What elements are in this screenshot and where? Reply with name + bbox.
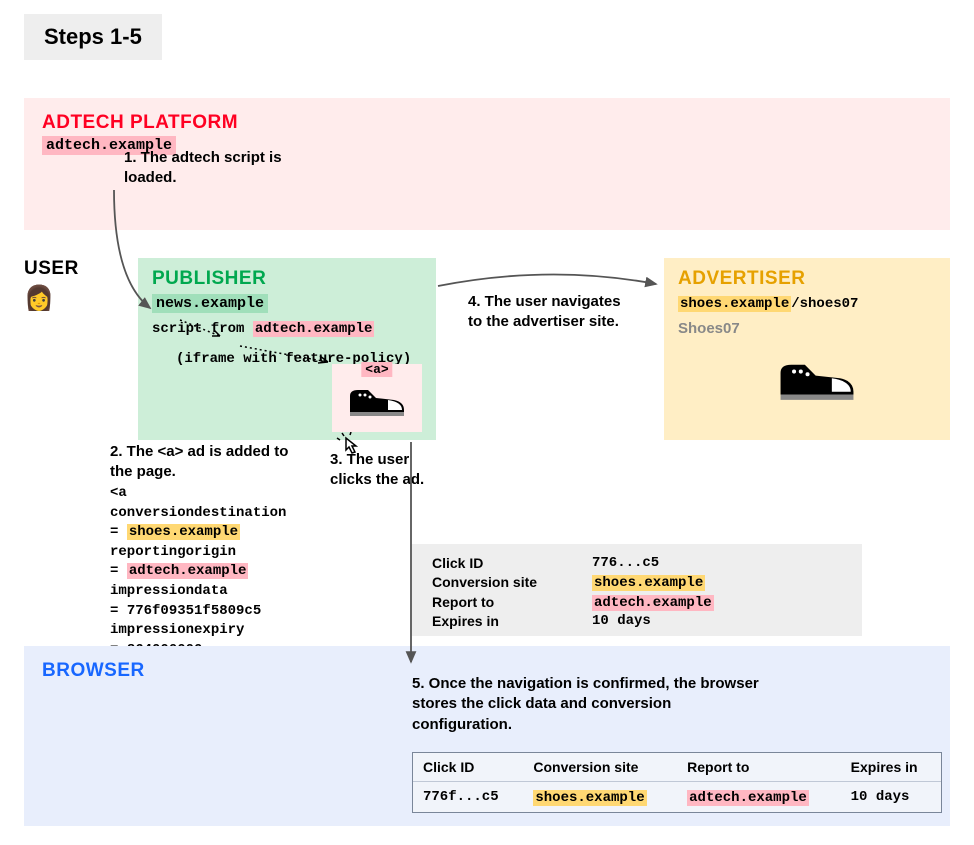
conversion-site-value: shoes.example — [592, 575, 705, 591]
click-data-box: Click ID776...c5 Conversion siteshoes.ex… — [412, 544, 862, 636]
td-expires-in: 10 days — [841, 782, 941, 813]
step-1-text: 1. The adtech script is loaded. — [124, 148, 324, 189]
step-3-text: 3. The user clicks the ad. — [330, 450, 440, 491]
publisher-script-line: script from adtech.example — [152, 321, 422, 337]
advertiser-product-name: Shoes07 — [678, 320, 936, 337]
snippet-line-1: <a — [110, 484, 340, 504]
steps-title-badge: Steps 1-5 — [24, 14, 162, 60]
adtech-title: ADTECH PLATFORM — [42, 112, 932, 134]
advertiser-domain-text: shoes.example — [678, 296, 791, 312]
script-origin: adtech.example — [253, 321, 375, 337]
advertiser-shoe-icon — [774, 354, 860, 408]
anchor-code-snippet: <a conversiondestination = shoes.example… — [110, 484, 340, 660]
step-5-text: 5. Once the navigation is confirmed, the… — [412, 674, 772, 735]
td-conversion-site: shoes.example — [533, 790, 646, 806]
snippet-val-1-hl: shoes.example — [127, 524, 240, 540]
script-prefix: script from — [152, 321, 253, 337]
th-conversion-site: Conversion site — [523, 753, 677, 782]
shoe-icon — [346, 382, 408, 422]
table-header-row: Click ID Conversion site Report to Expir… — [413, 753, 941, 782]
table-row: 776f...c5 shoes.example adtech.example 1… — [413, 782, 941, 813]
expires-in-value: 10 days — [588, 612, 846, 630]
snippet-attr-3: impressiondata — [110, 582, 340, 602]
snippet-attr-1: conversiondestination — [110, 504, 340, 524]
snippet-val-1: = shoes.example — [110, 523, 340, 543]
user-section: USER 👩 — [24, 258, 79, 313]
report-to-value: adtech.example — [592, 595, 714, 611]
advertiser-path: /shoes07 — [791, 296, 858, 312]
expires-in-label: Expires in — [428, 612, 588, 630]
th-report-to: Report to — [677, 753, 840, 782]
advertiser-url: shoes.example/shoes07 — [678, 294, 858, 312]
th-expires-in: Expires in — [841, 753, 941, 782]
click-id-label: Click ID — [428, 554, 588, 572]
user-title: USER — [24, 258, 79, 280]
ad-tag-label: <a> — [361, 362, 392, 377]
click-id-value: 776...c5 — [588, 554, 846, 572]
snippet-attr-4: impressionexpiry — [110, 621, 340, 641]
report-to-label: Report to — [428, 592, 588, 612]
ad-element: <a> — [332, 364, 422, 432]
td-click-id: 776f...c5 — [413, 782, 523, 813]
snippet-val-2-hl: adtech.example — [127, 563, 249, 579]
snippet-val-3: = 776f09351f5809c5 — [110, 602, 340, 622]
step-2-text: 2. The <a> ad is added to the page. — [110, 442, 290, 483]
user-avatar-icon: 👩 — [24, 284, 79, 313]
browser-storage-table: Click ID Conversion site Report to Expir… — [412, 752, 942, 813]
th-click-id: Click ID — [413, 753, 523, 782]
snippet-val-2: = adtech.example — [110, 562, 340, 582]
advertiser-section: ADVERTISER shoes.example/shoes07 Shoes07 — [664, 258, 950, 440]
td-report-to: adtech.example — [687, 790, 809, 806]
conversion-site-label: Conversion site — [428, 572, 588, 592]
advertiser-title: ADVERTISER — [678, 268, 936, 290]
publisher-domain: news.example — [152, 294, 268, 313]
step-4-text: 4. The user navigates to the advertiser … — [468, 292, 628, 333]
snippet-attr-2: reportingorigin — [110, 543, 340, 563]
publisher-title: PUBLISHER — [152, 268, 422, 290]
publisher-section: PUBLISHER news.example script from adtec… — [138, 258, 436, 440]
